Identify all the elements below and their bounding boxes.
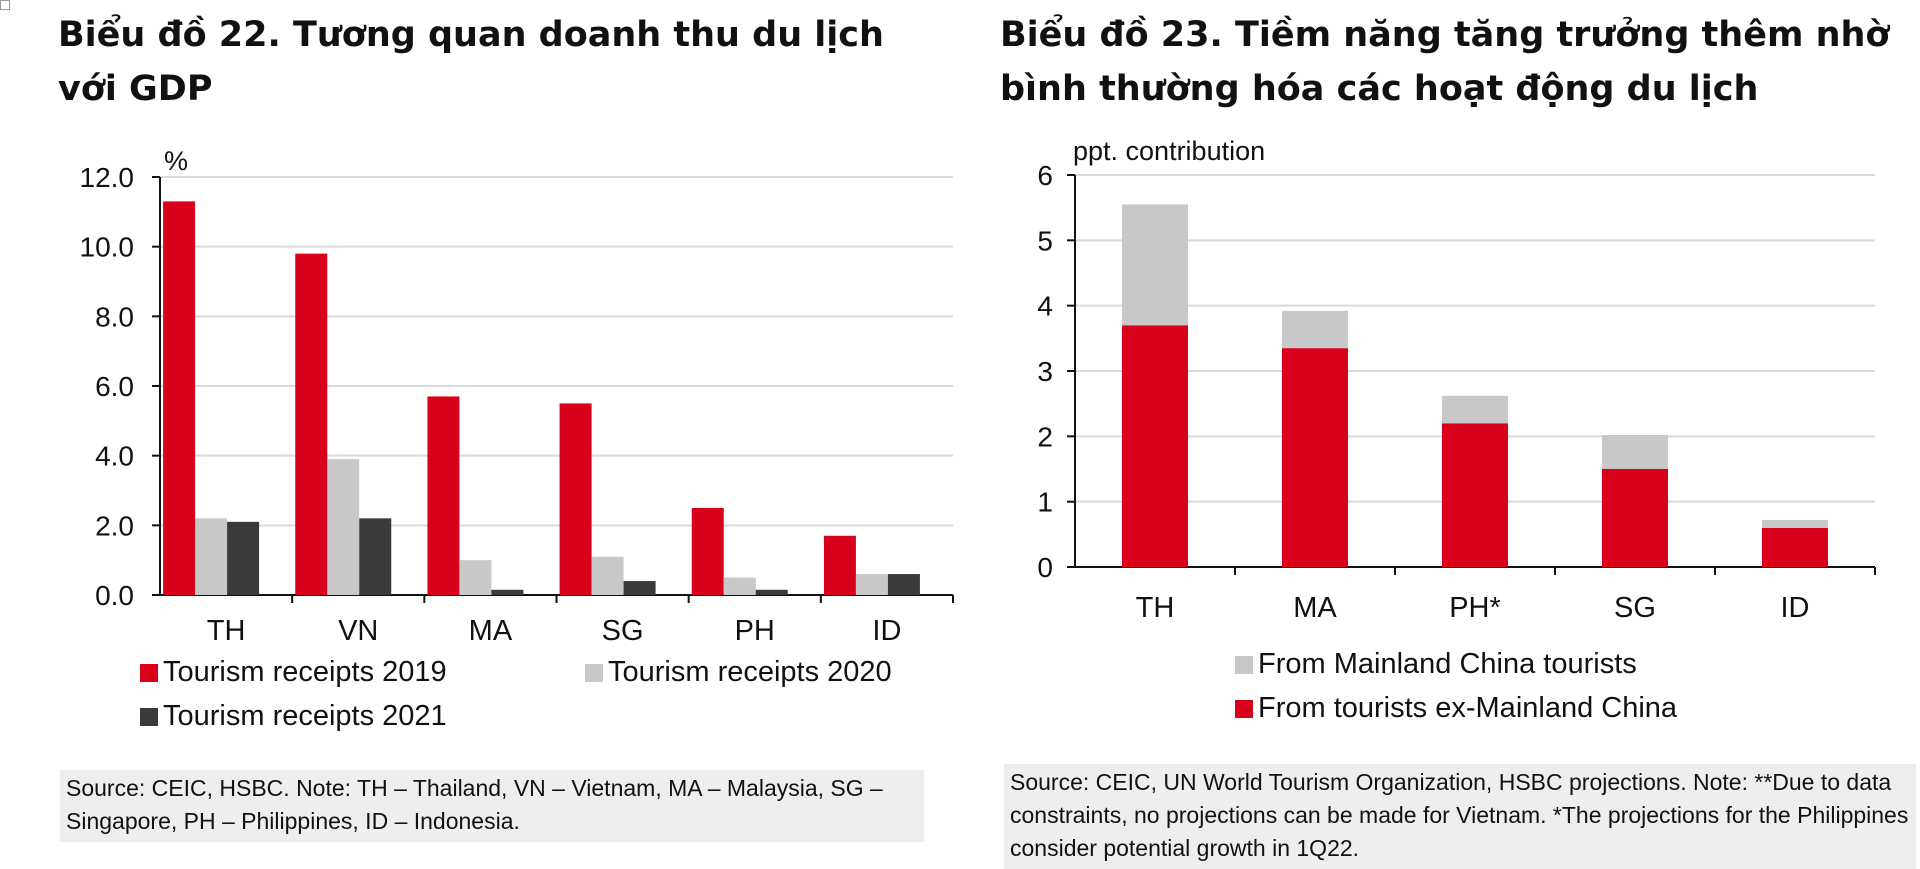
chart-23-title: Biểu đồ 23. Tiềm năng tăng trưởng thêm n… xyxy=(1000,15,1890,109)
legend-swatch-mainland xyxy=(1235,655,1253,674)
bar-sg-2020 xyxy=(591,556,624,595)
y-tick-label: 4 xyxy=(1037,291,1053,322)
x-tick-label-ph: PH xyxy=(735,615,775,647)
x-tick-label-ma: MA xyxy=(469,615,513,647)
x-tick-label-ma: MA xyxy=(1293,592,1337,624)
bar-ma-2021 xyxy=(491,589,524,595)
chart-22-source: Source: CEIC, HSBC. Note: TH – Thailand,… xyxy=(60,770,924,842)
bar-ph-2021 xyxy=(755,589,788,595)
x-tick-label-ph: PH* xyxy=(1449,592,1501,624)
chart-22-plot: 12.0 10.0 8.0 6.0 4.0 2.0 0.0% TH VN MA SG PH ID xyxy=(80,146,954,647)
x-tick-label-vn: VN xyxy=(338,615,378,647)
bar-sg-ex-mainland xyxy=(1602,469,1668,567)
bar-vn-2020 xyxy=(327,459,360,595)
bar-id-mainland xyxy=(1762,519,1828,528)
y-tick-label: 6 xyxy=(1037,160,1053,191)
legend-item-2019: Tourism receipts 2019 xyxy=(140,656,447,689)
y-tick-label: 3 xyxy=(1037,356,1053,387)
bar-ma-2020 xyxy=(459,560,492,595)
y-tick-label: 0 xyxy=(1037,552,1053,583)
y-tick-label: 1 xyxy=(1037,487,1053,518)
bar-id-ex-mainland xyxy=(1762,527,1828,567)
y-tick-label: 10.0 xyxy=(80,232,135,263)
bar-id-2020 xyxy=(855,574,888,595)
y-tick-label: 6.0 xyxy=(95,371,134,402)
bar-ph-2020 xyxy=(723,577,756,595)
legend-swatch-2019 xyxy=(140,663,158,682)
bar-ma-mainland xyxy=(1282,310,1348,349)
y-tick-label: 5 xyxy=(1037,225,1053,256)
x-tick-label-sg: SG xyxy=(602,615,644,647)
bar-th-2019 xyxy=(163,201,196,595)
chart-23-plot: 6 5 4 3 2 1 0 ppt. contribution TH MA PH* SG ID xyxy=(1037,136,1876,624)
bar-th-2020 xyxy=(195,518,228,595)
y-tick-label: 2 xyxy=(1037,421,1053,452)
legend-item-ex-mainland: From tourists ex-Mainland China xyxy=(1235,692,1677,725)
legend-label-ex-mainland: From tourists ex-Mainland China xyxy=(1258,692,1678,724)
bar-sg-2019 xyxy=(559,403,592,595)
x-tick-label-th: TH xyxy=(1136,592,1175,624)
bar-ph-ex-mainland xyxy=(1442,423,1508,567)
legend-label-mainland: From Mainland China tourists xyxy=(1258,648,1637,680)
bar-ma-ex-mainland xyxy=(1282,348,1348,567)
legend-item-2020: Tourism receipts 2020 xyxy=(585,656,892,689)
bar-th-ex-mainland xyxy=(1122,325,1188,567)
x-tick-label-th: TH xyxy=(207,615,246,647)
x-tick-label-sg: SG xyxy=(1614,592,1656,624)
x-tick-label-id: ID xyxy=(872,615,901,647)
bar-th-mainland xyxy=(1122,204,1188,326)
bar-ph-mainland xyxy=(1442,395,1508,424)
bar-ma-2019 xyxy=(427,396,460,595)
bar-sg-2021 xyxy=(623,581,656,595)
chart-22-title: Biểu đồ 22. Tương quan doanh thu du lịch… xyxy=(58,15,884,109)
chart-22-panel: Biểu đồ 22. Tương quan doanh thu du lịch… xyxy=(0,0,960,865)
y-tick-label: 12.0 xyxy=(80,162,135,193)
y-tick-label: 4.0 xyxy=(95,441,134,472)
legend-label-2021: Tourism receipts 2021 xyxy=(163,700,447,732)
bar-vn-2019 xyxy=(295,253,328,595)
legend-item-mainland: From Mainland China tourists xyxy=(1235,648,1637,681)
chart-23-panel: Biểu đồ 23. Tiềm năng tăng trưởng thêm n… xyxy=(960,0,1920,869)
legend-swatch-ex-mainland xyxy=(1235,699,1253,718)
bar-id-2019 xyxy=(823,535,856,595)
legend-label-2019: Tourism receipts 2019 xyxy=(163,656,447,688)
legend-swatch-2021 xyxy=(140,707,158,726)
bar-th-2021 xyxy=(227,521,260,595)
bar-ph-2019 xyxy=(691,507,724,595)
bar-sg-mainland xyxy=(1602,435,1668,469)
legend-item-2021: Tourism receipts 2021 xyxy=(140,700,447,733)
y-tick-label: 0.0 xyxy=(95,580,134,611)
y-axis-label: % xyxy=(164,146,188,176)
x-tick-label-id: ID xyxy=(1781,592,1810,624)
y-axis-label: ppt. contribution xyxy=(1073,136,1265,166)
chart-23-legend: From Mainland China tourists From touris… xyxy=(1235,648,1835,738)
bar-vn-2021 xyxy=(359,518,392,595)
corner-mark xyxy=(0,0,10,10)
chart-22-legend: Tourism receipts 2019 Tourism receipts 2… xyxy=(140,656,940,746)
legend-swatch-2020 xyxy=(585,663,603,682)
legend-label-2020: Tourism receipts 2020 xyxy=(608,656,892,688)
bar-id-2021 xyxy=(887,574,920,595)
y-tick-label: 2.0 xyxy=(95,510,134,541)
y-tick-label: 8.0 xyxy=(95,301,134,332)
chart-23-source: Source: CEIC, UN World Tourism Organizat… xyxy=(1004,764,1916,869)
